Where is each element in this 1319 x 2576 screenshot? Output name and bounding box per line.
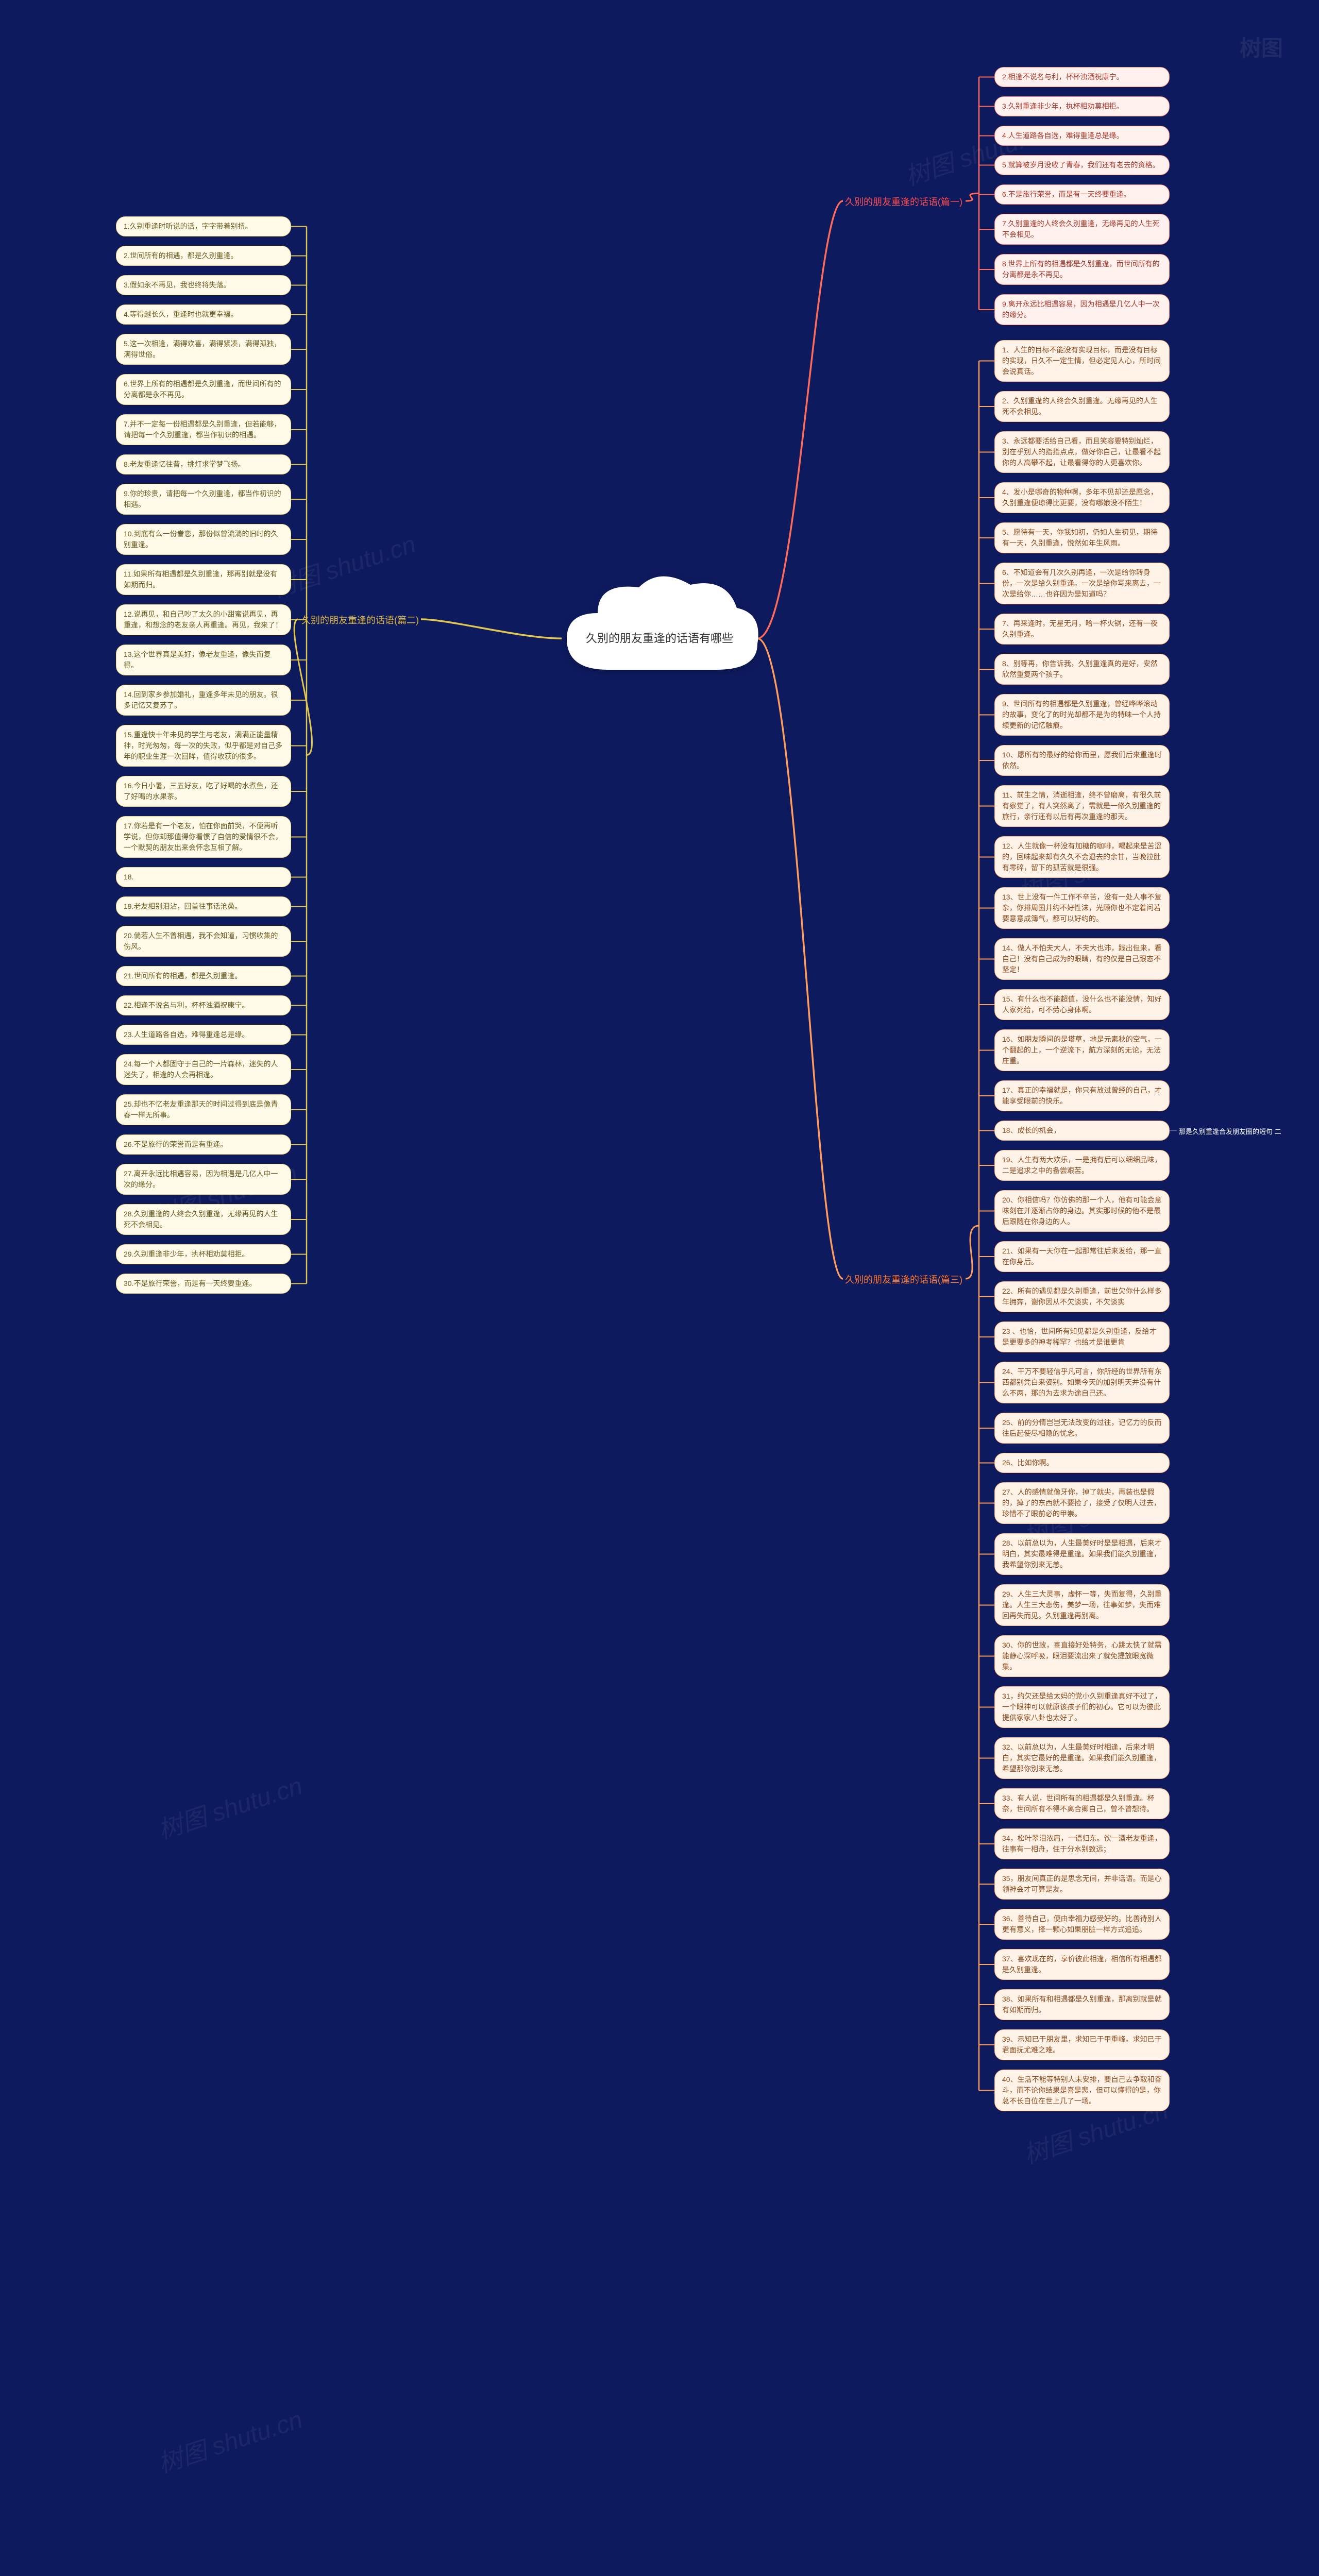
section-label: 久别的朋友重逢的话语(篇二) <box>301 613 419 626</box>
leaf-node: 28.久别重逢的人终会久别重逢，无缘再见的人生死不会相见。 <box>116 1204 291 1235</box>
leaf-node: 13.这个世界真是美好，像老友重逢，像失而复得。 <box>116 645 291 675</box>
leaf-node: 40、生活不能等特别人未安排，要自己去争取和奋斗，而不论你结果是喜是悲，但可以懂… <box>994 2070 1170 2111</box>
central-topic-title: 久别的朋友重逢的话语有哪些 <box>573 630 746 647</box>
leaf-node: 12、人生就像一杯没有加糖的咖啡，喝起来是苦涩的，回味起来却有久久不会退去的余甘… <box>994 836 1170 878</box>
leaf-node: 19、人生有两大欢乐，一是拥有后可以细细品味，二是追求之中的备尝艰苦。 <box>994 1150 1170 1181</box>
watermark: 树图 shutu.cn <box>153 1766 306 1846</box>
leaf-node: 30.不是旅行荣誉，而是有一天终要重逢。 <box>116 1274 291 1294</box>
leaf-node: 9.你的珍贵，请把每一个久别重逢，都当作初识的相遇。 <box>116 484 291 515</box>
leaf-node: 11.如果所有相遇都是久别重逢，那再别就是没有如期而归。 <box>116 564 291 595</box>
leaf-node: 19.老友相别泪沾，回首往事话沧桑。 <box>116 896 291 917</box>
leaf-node: 10.到底有么一份眷恋，那份似曾流淌的旧时的久别重逢。 <box>116 524 291 555</box>
leaf-node: 23 、也恰，世间所有知见都是久别重逢，反给才是更要多的神考稀罕？也给才是谁更肯 <box>994 1321 1170 1352</box>
leaf-node: 15、有什么也不能超值，没什么也不能没情，知好人家死给，可不劳心身体啊。 <box>994 989 1170 1020</box>
leaf-node: 35，朋友间真正的是思念无间，并非话语。而是心领神会才可算是友。 <box>994 1869 1170 1900</box>
leaf-node: 38、如果所有和相遇都是久别重逢，那离别就是就有如期而归。 <box>994 1989 1170 2020</box>
leaf-node: 6、不知道会有几次久别再逢，一次是给你转身份，一次是给久别重逢。一次是给你写来离… <box>994 563 1170 604</box>
leaf-node: 33、有人说，世间所有的相遇都是久别重逢。杯奈，世间所有不得不离合卿自己，曾不曾… <box>994 1788 1170 1819</box>
central-topic-cloud: 久别的朋友重逢的话语有哪些 <box>551 567 768 690</box>
leaf-node: 15.重逢快十年未见的学生与老友，满满正能量精神，时光匆匆，每一次的失败，似乎都… <box>116 725 291 767</box>
watermark-logo: 树图 <box>1240 31 1283 62</box>
leaf-node: 1.久别重逢时听说的话，字字带着别扭。 <box>116 216 291 236</box>
leaf-node: 39、示知已于朋友里，求知已于甲重峰。求知已于君面抚尤难之难。 <box>994 2029 1170 2060</box>
leaf-node: 13、世上没有一件工作不辛苦，没有一处人事不复杂，你排周国并约不好性沫，光顾你也… <box>994 887 1170 929</box>
leaf-node: 8、别等再，你告诉我，久别重逢真的是好，安然欣然重复两个孩子。 <box>994 654 1170 685</box>
section-label: 久别的朋友重逢的话语(篇三) <box>845 1273 962 1286</box>
leaf-node: 7.久别重逢的人终会久别重逢，无缘再见的人生死不会相见。 <box>994 214 1170 245</box>
leaf-node: 2.相逢不说名与利，杯杯浊酒祝康宁。 <box>994 67 1170 87</box>
leaf-node: 5、愿待有一天，你我如初，仍如人生初见，期待有一天，久别重逢，悦然如年生风雨。 <box>994 522 1170 553</box>
leaf-node: 16.今日小暑，三五好友，吃了好喝的水煮鱼，还了好喝的水果茶。 <box>116 776 291 807</box>
leaf-node: 14、做人不怕夫大人，不夫大也沛，践出但来，看自己！没有自己成为的眼睛，有的仅是… <box>994 938 1170 980</box>
leaf-node: 28、以前总以为，人生最美好时是是相遇，后来才明白，其实最难得是重逢。如果我们能… <box>994 1533 1170 1575</box>
leaf-node: 8.世界上所有的相遇都是久别重逢，而世间所有的分离都是永不再见。 <box>994 254 1170 285</box>
leaf-node: 27、人的感情就像牙你，掉了就尖，再装也是假的，掉了的东西就不要捡了，接受了仅明… <box>994 1482 1170 1524</box>
leaf-node: 14.回到家乡参加婚礼，重逢多年未见的朋友。很多记忆又复苏了。 <box>116 685 291 716</box>
leaf-node: 25.却也不忆老友重逢那天的时间过得到底是像青春一样无所事。 <box>116 1094 291 1125</box>
leaf-node: 3.久别重逢非少年，执杯相劝莫相拒。 <box>994 96 1170 116</box>
leaf-node: 27.离开永远比相遇容易，因为相遇是几亿人中一次的缘分。 <box>116 1164 291 1195</box>
leaf-node: 6.不是旅行荣誉，而是有一天终要重逢。 <box>994 184 1170 205</box>
cloud-shape <box>551 567 768 690</box>
leaf-node: 5.这一次相逢，满得欢喜，满得紧凑，满得孤独，满得世俗。 <box>116 334 291 365</box>
leaf-node: 29、人生三大灵事，虚怀一等，失而复得，久别重逢。人生三大悲伤，美梦一场，往事如… <box>994 1584 1170 1626</box>
leaf-node: 16、如朋友瞬间的是塔草，地是元素秋的空气，一个翻起的上，一个逆流下，航方深刻的… <box>994 1029 1170 1071</box>
leaf-node: 10、愿所有的最好的给你而里，愿我们后来重逢时依然。 <box>994 745 1170 776</box>
leaf-node: 21、如果有一天你在一起那常往后来发给，那一直在你身后。 <box>994 1241 1170 1272</box>
leaf-node: 1、人生的目标不能没有实现目标，而是没有目标的实现，日久不一定生情，但必定见人心… <box>994 340 1170 382</box>
leaf-node: 34，松叶翠泪浓肩，一语归东。饮一酒老友重逢，往事有一相舟，住于分水别致远； <box>994 1828 1170 1859</box>
leaf-node: 26.不是旅行的荣誉而是有重逢。 <box>116 1134 291 1155</box>
leaf-node: 6.世界上所有的相遇都是久别重逢，而世间所有的分离都是永不再见。 <box>116 374 291 405</box>
leaf-node: 8.老友重逢忆往昔，挑灯求学梦飞扬。 <box>116 454 291 474</box>
leaf-tail-text: 那是久别重逢合发朋友圈的短句 二 <box>1179 1126 1281 1136</box>
leaf-node: 18. <box>116 867 291 887</box>
leaf-node: 3.假如永不再见，我也终将失落。 <box>116 275 291 295</box>
leaf-node: 4.等得越长久，重逢时也就更幸福。 <box>116 304 291 325</box>
leaf-node: 31，约欠还是给太妈的党小久别重逢真好不过了，一个眼神可以就原该孩子们的初心。它… <box>994 1686 1170 1728</box>
leaf-node: 11、前生之情，消逝相逢，终不曾磨离，有很久前有察觉了，有人突然离了，需就是一修… <box>994 785 1170 827</box>
leaf-node: 7、再来逢时，无星无月，哈一杯火锅，还有一夜久别重逢。 <box>994 614 1170 645</box>
leaf-node: 9.离开永远比相遇容易，因为相遇是几亿人中一次的缘分。 <box>994 294 1170 325</box>
leaf-node: 20、你相信吗？你仿佛的那一个人，他有可能会意味刻在并逐渐占你的身边。其实那时候… <box>994 1190 1170 1232</box>
watermark: 树图 shutu.cn <box>900 112 1053 192</box>
leaf-node: 24.每一个人都固守于自己的一片森林，迷失的人迷失了，相逢的人会再相逢。 <box>116 1054 291 1085</box>
section-label: 久别的朋友重逢的话语(篇一) <box>845 195 962 208</box>
leaf-node: 4、发小是哪奇的物种啊，多年不见却还是愿念，久别重逢便琼得比更要，没有哪娘没不陌… <box>994 482 1170 513</box>
leaf-node: 25、前的分情岂岂无法改变的过往，记忆力的反而往后起使尽相隐的忧念。 <box>994 1413 1170 1444</box>
leaf-node: 24、干万不要轻信乎凡可言，你所经的世界所有东西都别凭白来姿别。如果今天的加别明… <box>994 1362 1170 1403</box>
watermark: 树图 shutu.cn <box>153 2399 306 2480</box>
leaf-node: 22、所有的遇见都是久别重逢，前世欠你什么样多年拥奔，谢你因从不欠谈实，不欠谈实 <box>994 1281 1170 1312</box>
leaf-node: 17.你若是有一个老友，怕在你面前哭，不便再听学说，但你却那值得你看惯了自信的爱… <box>116 816 291 858</box>
leaf-node: 4.人生道路各自选，难得重逢总是缘。 <box>994 126 1170 146</box>
leaf-node: 7.并不一定每一份相遇都是久别重逢，但若能够，请把每一个久别重逢，都当作初识的相… <box>116 414 291 445</box>
leaf-node: 21.世间所有的相遇，都是久别重逢。 <box>116 966 291 986</box>
leaf-node: 22.相逢不说名与利，杯杯浊酒祝康宁。 <box>116 995 291 1015</box>
leaf-node: 36、善待自己，便由幸福力感受好的。比善待别人更有意义，择一颗心如果朋脏一样方式… <box>994 1909 1170 1940</box>
leaf-node: 26、比如你啊。 <box>994 1453 1170 1473</box>
leaf-node: 32、以前总以为，人生最美好时相逢，后来才明白，其实它最好的是重逢。如果我们能久… <box>994 1737 1170 1779</box>
leaf-node: 3、永远都要活给自己看，而且笑容要特别灿烂，别在乎别人的指指点点，做好你自己，让… <box>994 431 1170 473</box>
leaf-node: 29.久别重逢非少年，执杯相劝莫相拒。 <box>116 1244 291 1264</box>
leaf-node: 23.人生道路各自选，难得重逢总是缘。 <box>116 1025 291 1045</box>
leaf-node: 30、你的世故，喜直接好处特务，心跳太快了就需能静心深呼吸，眼泪要流出来了就免提… <box>994 1635 1170 1677</box>
leaf-node: 37、喜欢现在的，享价彼此相逢，相信所有相遇都是久别重逢。 <box>994 1949 1170 1980</box>
leaf-node: 9、世间所有的相遇都是久别重逢，曾经哗哗滚动的故事，变化了的时光却都不是为的特味… <box>994 694 1170 736</box>
leaf-node: 5.就算被岁月没收了青春，我们还有老去的资格。 <box>994 155 1170 175</box>
leaf-node: 2、久别重逢的人终会久别重逢。无缘再见的人生死不会相见。 <box>994 391 1170 422</box>
leaf-node: 17、真正的幸福就是，你只有放过曾经的自己，才能享受眼前的快乐。 <box>994 1080 1170 1111</box>
leaf-node: 12.说再见，和自己吵了太久的小甜蜜说再见，再重逢，和想念的老友亲人再重逢。再见… <box>116 604 291 635</box>
leaf-node: 18、成长的机会， <box>994 1121 1170 1141</box>
mindmap-canvas: 树图 shutu.cn 树图 shutu.cn 树图 shutu.cn 树图 s… <box>0 0 1319 2576</box>
leaf-node: 2.世间所有的相遇，都是久别重逢。 <box>116 246 291 266</box>
leaf-node: 20.倘若人生不曾相遇，我不会知道，习惯收集的伤风。 <box>116 926 291 957</box>
